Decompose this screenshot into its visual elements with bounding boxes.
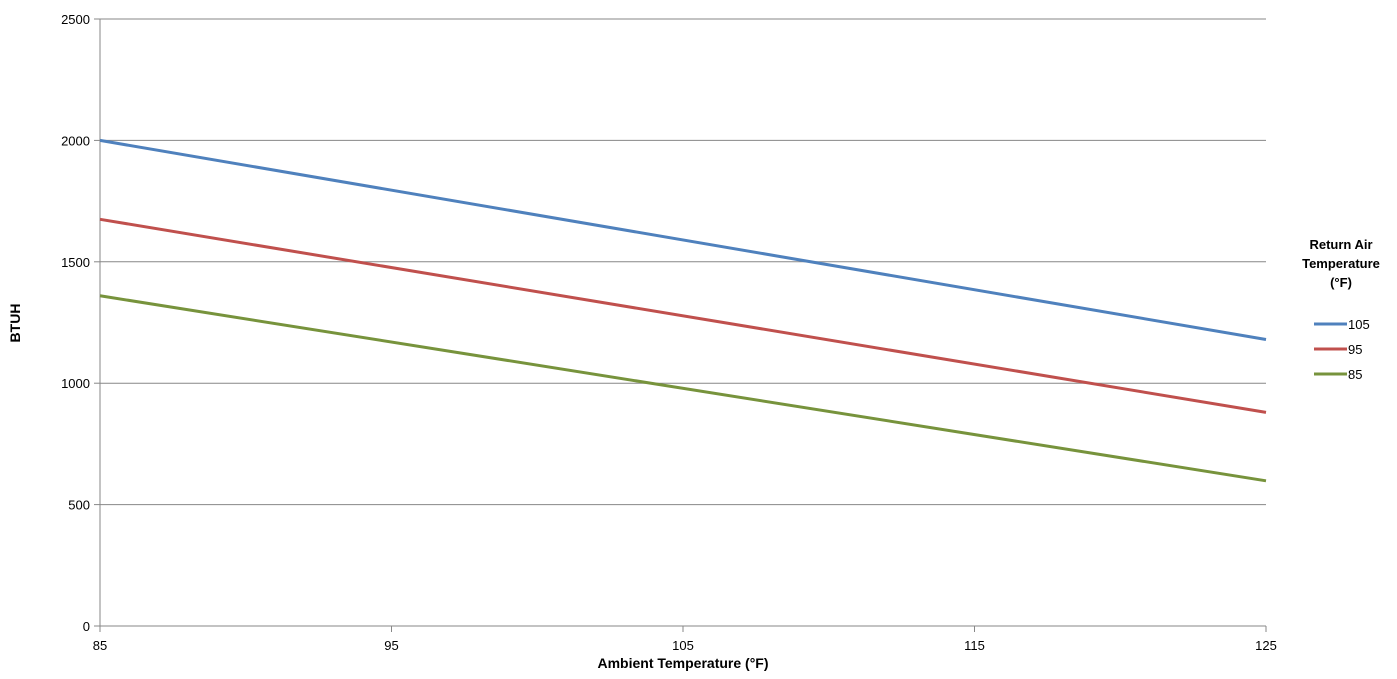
legend-title-line-1: Return Air	[1309, 237, 1372, 252]
x-tick-labels: 85 95 105 115 125	[93, 638, 1277, 653]
legend-title-line-2: Temperature	[1302, 256, 1380, 271]
y-tick-labels: 0 500 1000 1500 2000 2500	[61, 12, 90, 634]
x-tick-label: 115	[964, 638, 985, 653]
x-tick-label: 125	[1255, 638, 1277, 653]
series-line-105	[99, 138, 1267, 341]
x-axis-title: Ambient Temperature (°F)	[597, 655, 768, 671]
x-tick-label: 85	[93, 638, 107, 653]
x-tick-label: 105	[672, 638, 694, 653]
axes	[94, 18, 1267, 632]
y-tick-label: 0	[83, 619, 90, 634]
series-lines	[99, 138, 1267, 483]
legend: Return Air Temperature (°F) 105 95 85	[1302, 237, 1380, 382]
y-axis-title: BTUH	[7, 304, 23, 343]
y-tick-label: 500	[68, 498, 90, 513]
y-tick-label: 2500	[61, 12, 90, 27]
x-tick-label: 95	[384, 638, 398, 653]
legend-label-85: 85	[1348, 367, 1362, 382]
y-tick-label: 2000	[61, 133, 90, 148]
legend-label-105: 105	[1348, 317, 1370, 332]
legend-items: 105 95 85	[1314, 317, 1370, 382]
y-tick-label: 1000	[61, 376, 90, 391]
gridlines	[100, 18, 1266, 506]
series-line-95	[99, 217, 1267, 414]
legend-label-95: 95	[1348, 342, 1362, 357]
legend-title-line-3: (°F)	[1330, 275, 1352, 290]
y-tick-label: 1500	[61, 255, 90, 270]
series-line-85	[99, 294, 1267, 483]
